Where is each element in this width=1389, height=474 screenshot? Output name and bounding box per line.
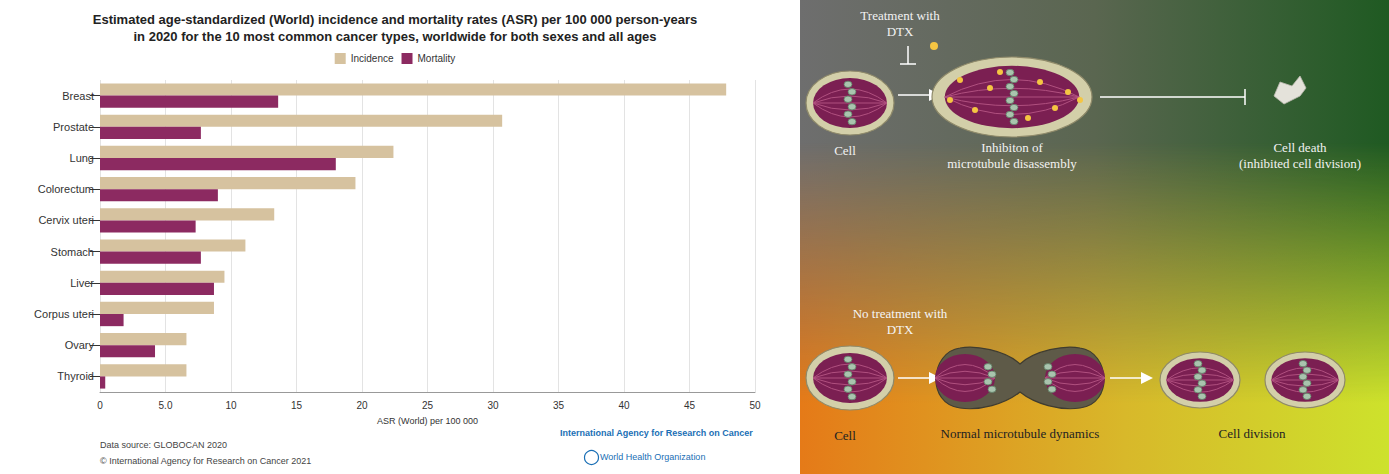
svg-text:Cell: Cell [834,428,856,443]
svg-text:Stomach: Stomach [51,246,94,258]
svg-text:microtubule disassembly: microtubule disassembly [947,156,1077,171]
svg-text:Inhibiton of: Inhibiton of [981,140,1043,155]
svg-text:DTX: DTX [887,322,914,337]
svg-text:Thyroid: Thyroid [57,370,94,382]
svg-text:15: 15 [291,400,303,411]
svg-text:in 2020 for the 10 most common: in 2020 for the 10 most common cancer ty… [133,29,656,44]
svg-text:25: 25 [422,400,434,411]
svg-text:Lung: Lung [70,152,94,164]
svg-text:Breast: Breast [62,90,94,102]
svg-text:Treatment with: Treatment with [860,8,940,23]
svg-text:35: 35 [553,400,565,411]
svg-text:5.0: 5.0 [159,400,173,411]
svg-text:Prostate: Prostate [53,121,94,133]
svg-text:International Agency for Resea: International Agency for Research on Can… [560,428,753,438]
svg-text:Cervix uteri: Cervix uteri [38,214,94,226]
svg-text:Corpus uteri: Corpus uteri [34,308,94,320]
svg-text:© International Agency for Res: © International Agency for Research on C… [100,456,311,466]
svg-text:No treatment with: No treatment with [853,306,948,321]
svg-text:Liver: Liver [70,277,94,289]
svg-text:Estimated age-standardized (Wo: Estimated age-standardized (World) incid… [93,12,697,27]
svg-text:Normal microtubule dynamics: Normal microtubule dynamics [941,426,1100,441]
svg-text:Cell: Cell [834,143,856,158]
svg-text:Data source: GLOBOCAN 2020: Data source: GLOBOCAN 2020 [100,440,227,450]
svg-text:30: 30 [487,400,499,411]
svg-text:50: 50 [749,400,761,411]
svg-text:0: 0 [97,400,103,411]
svg-text:10: 10 [225,400,237,411]
svg-text:Cell death: Cell death [1273,140,1327,155]
svg-text:Ovary: Ovary [65,339,95,351]
svg-text:Mortality: Mortality [418,53,456,64]
svg-text:DTX: DTX [887,24,914,39]
svg-text:Cell division: Cell division [1219,426,1286,441]
svg-text:ASR (World) per 100 000: ASR (World) per 100 000 [377,416,478,426]
svg-text:(inhibited cell division): (inhibited cell division) [1239,156,1361,171]
svg-text:20: 20 [356,400,368,411]
svg-text:45: 45 [684,400,696,411]
svg-text:Colorectum: Colorectum [38,183,94,195]
svg-text:40: 40 [618,400,630,411]
svg-text:World Health Organization: World Health Organization [600,452,705,462]
svg-text:Incidence: Incidence [351,53,394,64]
